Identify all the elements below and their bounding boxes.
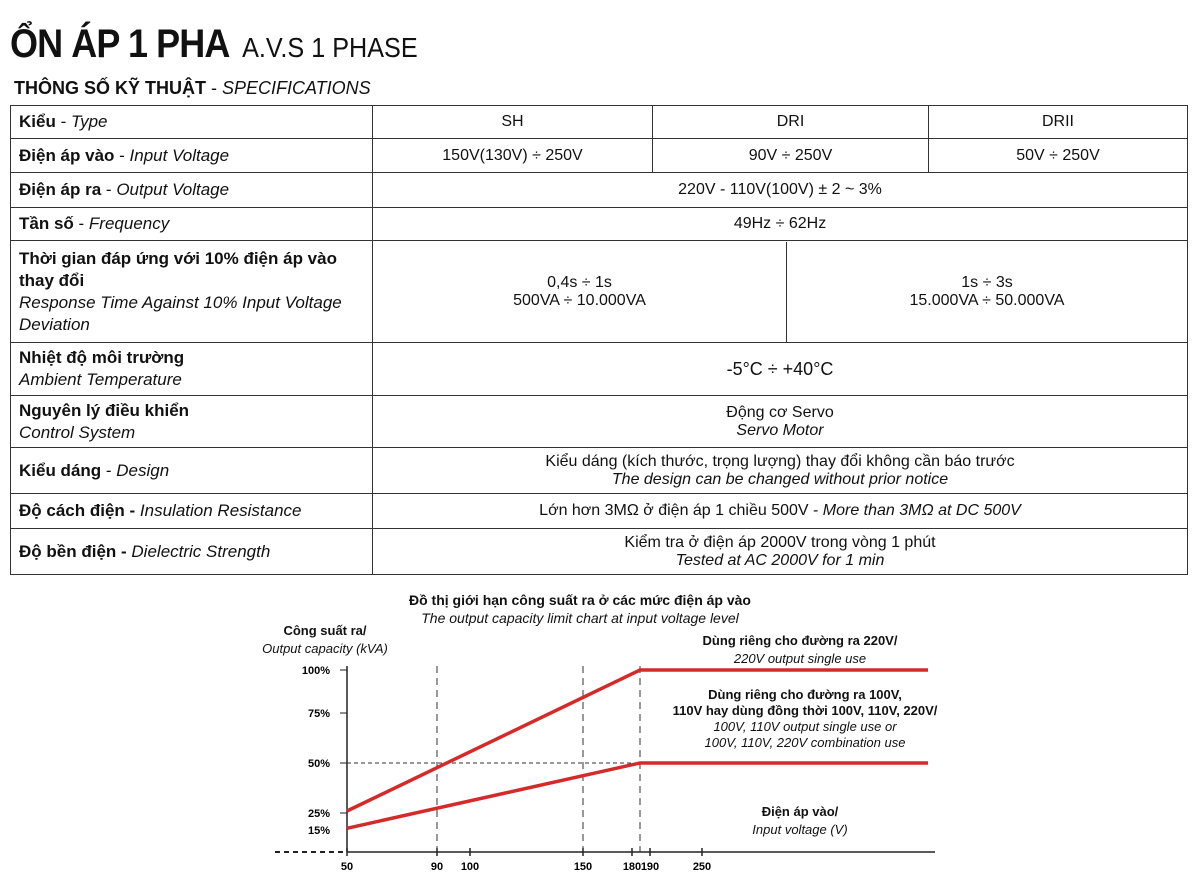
label: Thời gian đáp ứng với 10% điện áp vào th…	[10, 240, 373, 343]
series-line-0	[346, 668, 928, 813]
label: Tần số - Frequency	[10, 207, 373, 241]
cell: 50V ÷ 250V	[928, 138, 1188, 173]
label: Độ cách điện - Insulation Resistance	[10, 493, 373, 529]
cell: Động cơ Servo Servo Motor	[372, 395, 1188, 448]
cell: DRII	[928, 105, 1188, 139]
legend-100v: Dùng riêng cho đường ra 100V, 110V hay dù…	[672, 687, 938, 750]
row-insulation: Độ cách điện - Insulation Resistance Lớn…	[10, 493, 1188, 529]
y-tick-label: 50%	[308, 758, 330, 770]
power-b: 15.000VA ÷ 50.000VA	[909, 291, 1065, 309]
y-tick-label: 15%	[308, 825, 330, 837]
row-design: Kiểu dáng - Design Kiểu dáng (kích thước…	[10, 447, 1188, 494]
label: Điện áp vào - Input Voltage	[10, 138, 373, 173]
cell: DRI	[652, 105, 929, 139]
cell: 220V - 110V(100V) ± 2 ~ 3%	[372, 172, 1188, 208]
row-input: Điện áp vào - Input Voltage 150V(130V) ÷…	[10, 138, 1188, 173]
section-title: THÔNG SỐ KỸ THUẬT - SPECIFICATIONS	[14, 78, 371, 98]
x-axis-label: Điện áp vào/Input voltage (V)	[752, 804, 848, 837]
row-temperature: Nhiệt độ môi trường Ambient Temperature -…	[10, 342, 1188, 396]
row-frequency: Tần số - Frequency 49Hz ÷ 62Hz	[10, 207, 1188, 241]
label: Kiểu - Type	[10, 105, 373, 139]
row-response: Thời gian đáp ứng với 10% điện áp vào th…	[10, 240, 1188, 343]
section-en: SPECIFICATIONS	[222, 78, 371, 98]
title-vi: ỔN ÁP 1 PHA	[10, 22, 230, 66]
cell: 150V(130V) ÷ 250V	[372, 138, 653, 173]
x-tick-label: 50	[341, 861, 353, 873]
cell: SH	[372, 105, 653, 139]
y-tick-label: 100%	[302, 665, 330, 677]
page-title: ỔN ÁP 1 PHA A.V.S 1 PHASE	[10, 22, 418, 67]
legend-220v: Dùng riêng cho đường ra 220V/220V output…	[702, 633, 898, 666]
label: Nguyên lý điều khiển Control System	[10, 395, 373, 448]
section-vi: THÔNG SỐ KỸ THUẬT	[14, 78, 206, 98]
series-line-1	[346, 761, 928, 831]
cell: 90V ÷ 250V	[652, 138, 929, 173]
y-tick-label: 75%	[308, 708, 330, 720]
x-tick-label: 100	[461, 861, 479, 873]
label: Điện áp ra - Output Voltage	[10, 172, 373, 208]
spec-table: Kiểu - Type SH DRI DRII Điện áp vào - In…	[10, 105, 1188, 575]
cell: Kiểm tra ở điện áp 2000V trong vòng 1 ph…	[372, 528, 1188, 575]
y-tick-label: 25%	[308, 808, 330, 820]
cell: -5°C ÷ +40°C	[372, 342, 1188, 396]
x-tick-label: 90	[431, 861, 443, 873]
cell: Kiểu dáng (kích thước, trọng lượng) thay…	[372, 447, 1188, 494]
cell: 49Hz ÷ 62Hz	[372, 207, 1188, 241]
x-tick-label: 250	[693, 861, 711, 873]
label: Kiểu dáng - Design	[10, 447, 373, 494]
cell: Lớn hơn 3MΩ ở điện áp 1 chiều 500V - Mor…	[372, 493, 1188, 529]
label: Nhiệt độ môi trường Ambient Temperature	[10, 342, 373, 396]
row-control: Nguyên lý điều khiển Control System Động …	[10, 395, 1188, 448]
x-tick-label: 150	[574, 861, 592, 873]
row-type: Kiểu - Type SH DRI DRII	[10, 105, 1188, 139]
cell: 0,4s ÷ 1s 500VA ÷ 10.000VA 1s ÷ 3s 15.000V…	[372, 240, 1188, 343]
power-a: 500VA ÷ 10.000VA	[513, 291, 646, 309]
x-tick-label: 190	[641, 861, 659, 873]
capacity-chart: Đồ thị giới hạn công suất ra ở các mức đ…	[0, 580, 1200, 888]
time-a: 0,4s ÷ 1s	[547, 273, 612, 291]
row-output: Điện áp ra - Output Voltage 220V - 110V(…	[10, 172, 1188, 208]
label: Độ bền điện - Dielectric Strength	[10, 528, 373, 575]
time-b: 1s ÷ 3s	[961, 273, 1013, 291]
row-dielectric: Độ bền điện - Dielectric Strength Kiểm t…	[10, 528, 1188, 575]
chart-plot: 50 90 100 150 180 190 250 100% 75% 50% 25% 15%	[275, 665, 935, 873]
y-axis-label: Công suất ra/Output capacity (kVA)	[262, 623, 388, 656]
x-tick-label: 180	[623, 861, 641, 873]
title-en: A.V.S 1 PHASE	[242, 32, 418, 63]
chart-title: Đồ thị giới hạn công suất ra ở các mức đ…	[408, 592, 751, 626]
